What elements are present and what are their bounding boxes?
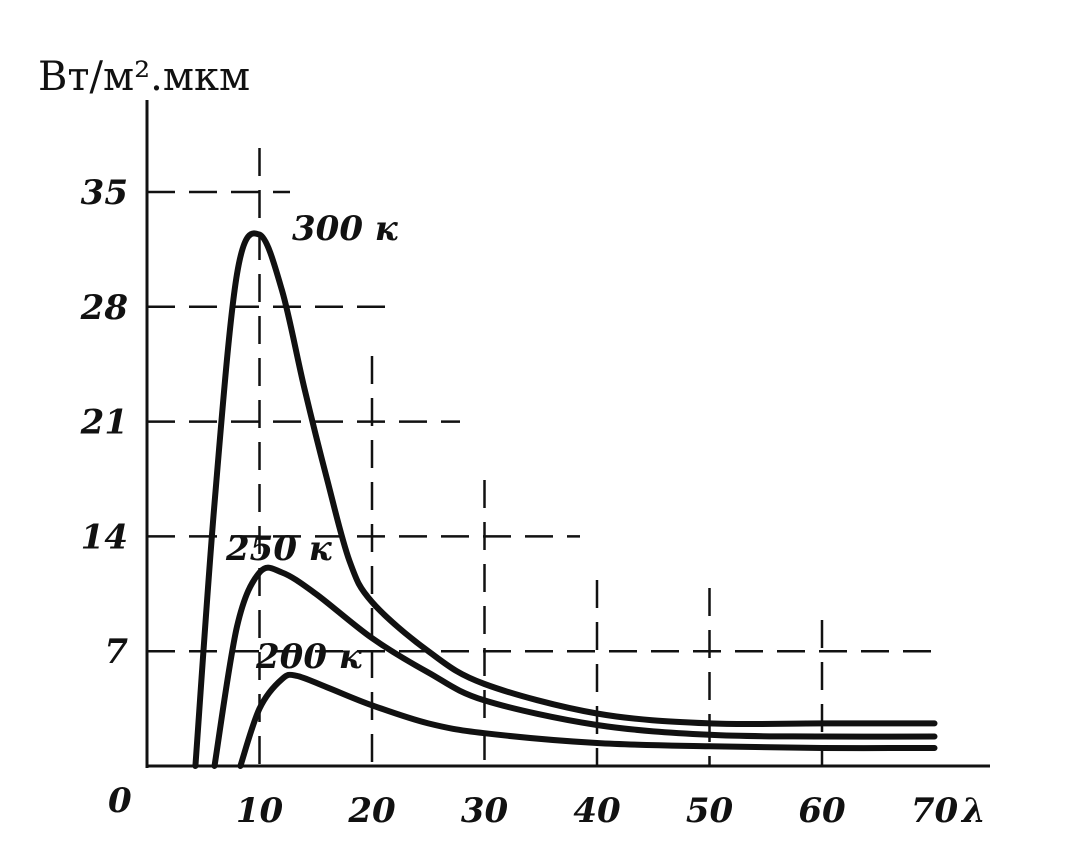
y-tick-label-14: 14 xyxy=(81,517,128,557)
series-label-0: 300 к xyxy=(292,209,399,249)
series-label-2: 200 к xyxy=(255,637,363,677)
x-tick-label-10: 10 xyxy=(236,791,284,831)
origin-label: 0 xyxy=(108,781,132,821)
series-curves xyxy=(192,230,938,769)
series-curve-1 xyxy=(211,564,938,769)
x-tick-label-50: 50 xyxy=(686,791,734,831)
y-tick-label-35: 35 xyxy=(81,173,128,213)
x-tick-label-30: 30 xyxy=(461,791,509,831)
series-curve-2 xyxy=(237,671,938,769)
x-tick-label-60: 60 xyxy=(798,791,846,831)
tick-labels: 10 20 30 40 50 60 70 7 14 21 28 35 xyxy=(80,173,959,831)
x-tick-label-40: 40 xyxy=(573,791,621,831)
x-tick-label-20: 20 xyxy=(347,791,396,831)
y-tick-label-21: 21 xyxy=(80,403,128,443)
series-curve-0 xyxy=(192,230,938,769)
y-tick-label-28: 28 xyxy=(80,288,128,328)
series-labels: 300 к 250 к 200 к xyxy=(225,209,399,677)
y-tick-label-7: 7 xyxy=(104,632,128,672)
x-tick-label-70: 70 xyxy=(911,791,959,831)
y-axis-label: Вт/м².мкм xyxy=(38,54,250,100)
series-label-1: 250 к xyxy=(225,529,333,569)
x-axis-label: λ xyxy=(960,791,986,831)
